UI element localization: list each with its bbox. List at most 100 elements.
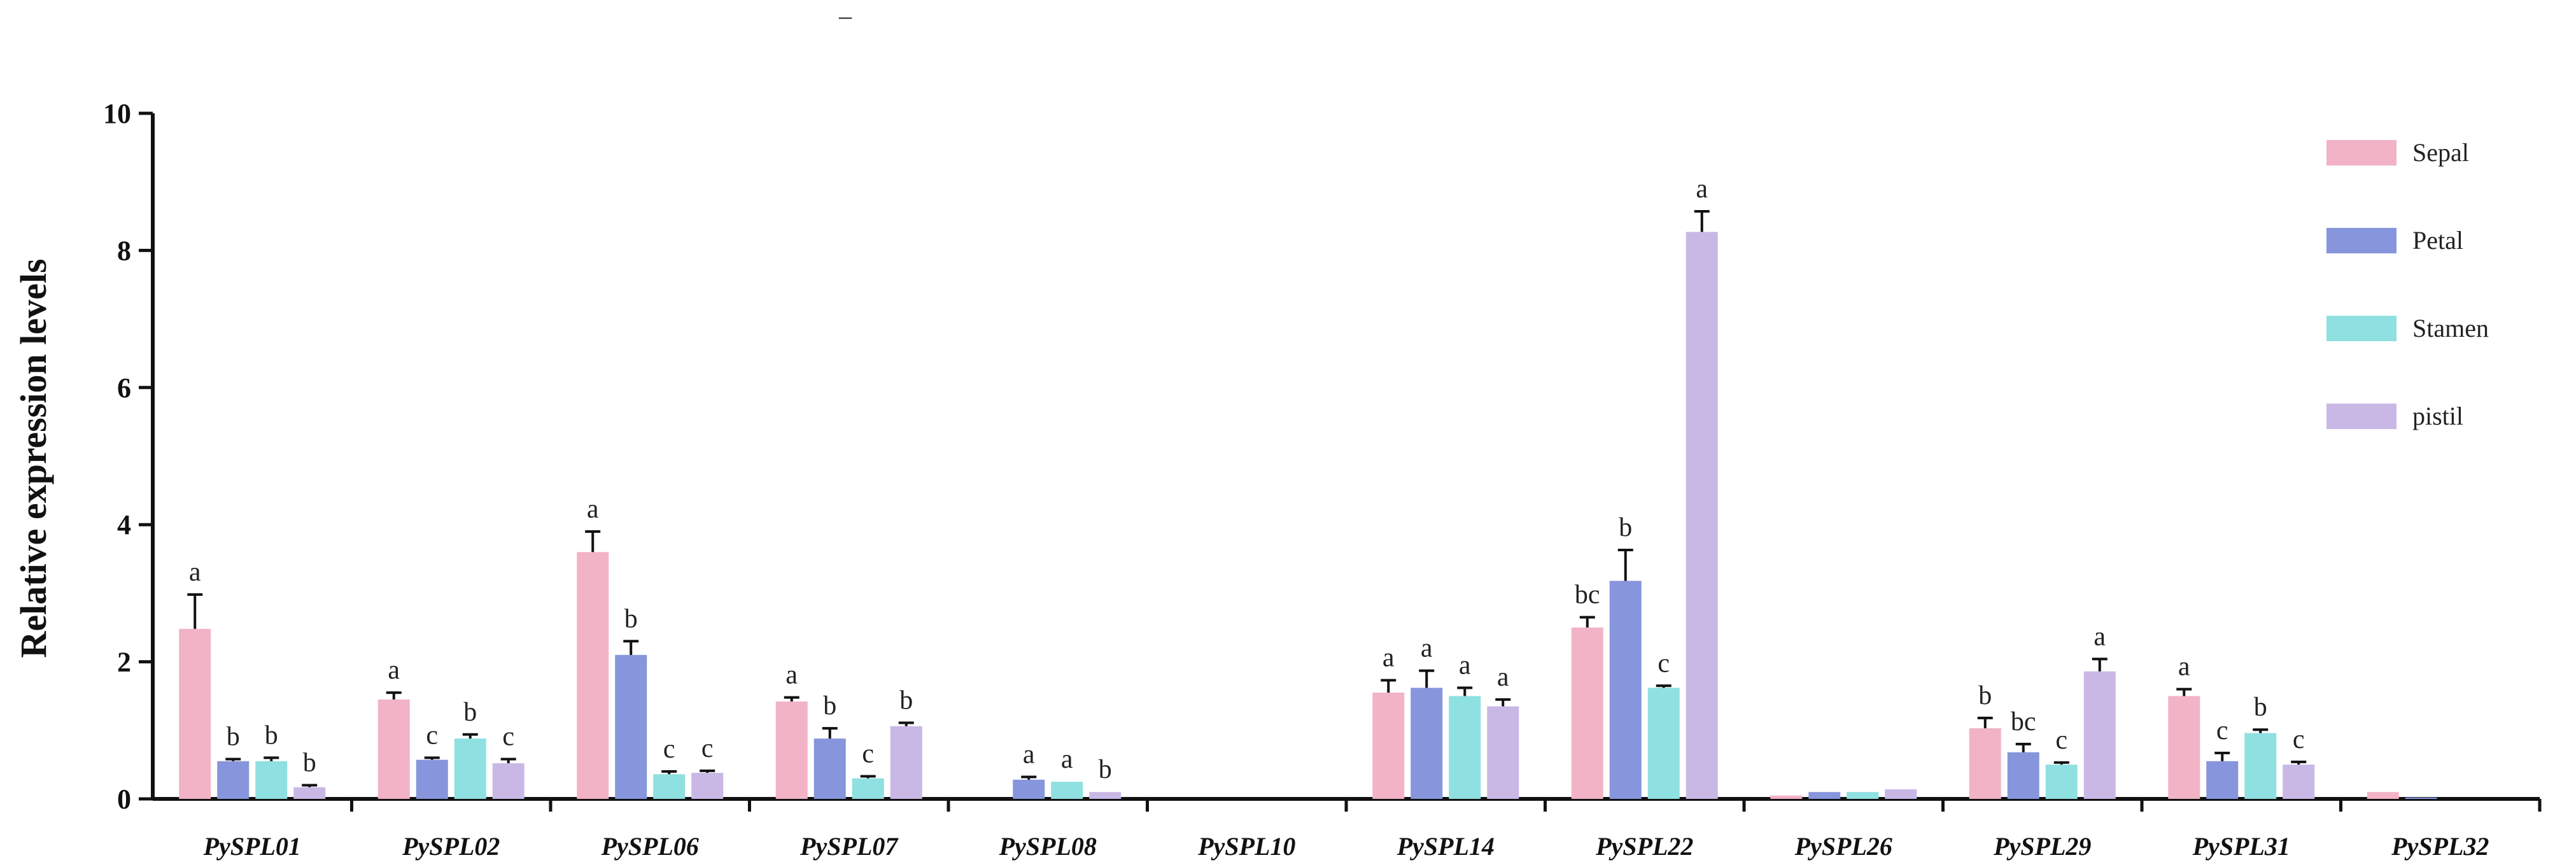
significance-label: c bbox=[1658, 649, 1670, 678]
bar-pistil bbox=[1686, 232, 1718, 799]
bar-petal bbox=[416, 759, 448, 799]
significance-label: c bbox=[2293, 725, 2305, 754]
bar-stamen bbox=[852, 778, 884, 799]
bar-petal bbox=[1013, 779, 1045, 799]
significance-label: a bbox=[1421, 634, 1433, 663]
legend-label-petal: Petal bbox=[2412, 226, 2463, 255]
bar-pistil bbox=[2083, 671, 2116, 799]
bar-pistil bbox=[492, 763, 524, 799]
significance-label: a bbox=[1023, 740, 1035, 770]
bar-sepal bbox=[577, 552, 609, 799]
bar-petal bbox=[2206, 761, 2239, 799]
bar-stamen bbox=[454, 738, 486, 799]
category-label: PySPL07 bbox=[799, 832, 899, 861]
category-label: PySPL32 bbox=[2391, 832, 2489, 861]
significance-label: b bbox=[624, 604, 638, 633]
y-tick-label: 8 bbox=[117, 235, 131, 266]
significance-label: b bbox=[1619, 513, 1632, 542]
bar-petal bbox=[813, 738, 846, 799]
significance-label: c bbox=[2216, 716, 2228, 745]
legend: Sepal Petal Stamen pistil bbox=[2326, 138, 2489, 430]
category-label: PySPL01 bbox=[203, 832, 301, 861]
legend-label-stamen: Stamen bbox=[2412, 314, 2489, 342]
significance-label: a bbox=[587, 495, 599, 524]
bar-sepal bbox=[2168, 696, 2200, 799]
stray-dash-mark: – bbox=[838, 1, 852, 30]
significance-label: c bbox=[862, 739, 874, 768]
category-label: PySPL06 bbox=[601, 832, 699, 861]
bar-sepal bbox=[377, 699, 410, 799]
y-tick-label: 4 bbox=[117, 509, 131, 540]
category-label: PySPL08 bbox=[999, 832, 1097, 861]
significance-label: b bbox=[899, 686, 913, 715]
legend-label-sepal: Sepal bbox=[2412, 138, 2469, 167]
bar-petal bbox=[1808, 792, 1841, 799]
bar-pistil bbox=[1487, 706, 1519, 799]
bar-sepal bbox=[2367, 792, 2399, 799]
y-tick-label: 10 bbox=[103, 98, 131, 129]
bar-sepal bbox=[1969, 728, 2001, 799]
bar-stamen bbox=[2045, 765, 2078, 799]
significance-label: c bbox=[2055, 726, 2067, 755]
bar-stamen bbox=[1449, 696, 1481, 799]
significance-label: b bbox=[227, 722, 240, 752]
bar-stamen bbox=[1051, 782, 1083, 799]
significance-label: bc bbox=[1575, 581, 1600, 610]
significance-label: c bbox=[701, 734, 714, 763]
significance-label: c bbox=[426, 721, 438, 750]
bar-pistil bbox=[2283, 765, 2315, 799]
bar-stamen bbox=[653, 774, 686, 799]
significance-label: a bbox=[1497, 663, 1509, 692]
bar-sepal bbox=[1770, 795, 1803, 799]
bar-petal bbox=[2405, 797, 2437, 799]
bar-stamen bbox=[2244, 733, 2277, 799]
category-label: PySPL31 bbox=[2192, 832, 2290, 861]
significance-label: b bbox=[1978, 681, 1992, 710]
bar-pistil bbox=[890, 726, 922, 799]
y-tick-label: 2 bbox=[117, 647, 131, 678]
category-label: PySPL10 bbox=[1197, 832, 1295, 861]
y-tick-label: 0 bbox=[117, 784, 131, 815]
bar-pistil bbox=[293, 787, 326, 799]
significance-label: a bbox=[1383, 644, 1395, 673]
bar-sepal bbox=[1571, 627, 1603, 799]
bar-petal bbox=[1609, 581, 1642, 799]
legend-swatch-pistil bbox=[2326, 404, 2397, 429]
y-tick-label: 6 bbox=[117, 372, 131, 404]
bar-petal bbox=[2007, 752, 2039, 799]
bar-stamen bbox=[1847, 792, 1879, 799]
legend-swatch-stamen bbox=[2326, 316, 2397, 341]
bar-petal bbox=[217, 761, 250, 799]
bar-pistil bbox=[1089, 792, 1122, 799]
significance-label: b bbox=[823, 691, 836, 721]
bar-sepal bbox=[179, 628, 211, 799]
legend-label-pistil: pistil bbox=[2412, 402, 2463, 430]
significance-label: a bbox=[388, 656, 400, 685]
category-label: PySPL26 bbox=[1794, 832, 1892, 861]
bar-sepal bbox=[1372, 693, 1405, 799]
significance-label: a bbox=[785, 661, 798, 690]
bar-pistil bbox=[691, 773, 724, 799]
bar-petal bbox=[1411, 687, 1443, 799]
significance-label: a bbox=[1696, 174, 1708, 204]
category-label: PySPL02 bbox=[402, 832, 500, 861]
bar-stamen bbox=[255, 761, 288, 799]
significance-label: bc bbox=[2011, 707, 2036, 737]
y-axis-title: Relative expression levels bbox=[13, 258, 54, 658]
significance-label: b bbox=[265, 721, 278, 750]
significance-label: a bbox=[1061, 745, 1073, 774]
significance-label: c bbox=[502, 722, 514, 752]
legend-swatch-petal bbox=[2326, 228, 2397, 253]
significance-label: b bbox=[2254, 693, 2267, 722]
significance-label: b bbox=[463, 698, 477, 727]
bar-sepal bbox=[775, 701, 808, 799]
bar-petal bbox=[615, 654, 647, 799]
significance-label: c bbox=[663, 735, 675, 764]
bar-stamen bbox=[1647, 687, 1680, 799]
significance-label: b bbox=[303, 748, 316, 777]
category-label: PySPL22 bbox=[1595, 832, 1693, 861]
category-label: PySPL14 bbox=[1397, 832, 1495, 861]
